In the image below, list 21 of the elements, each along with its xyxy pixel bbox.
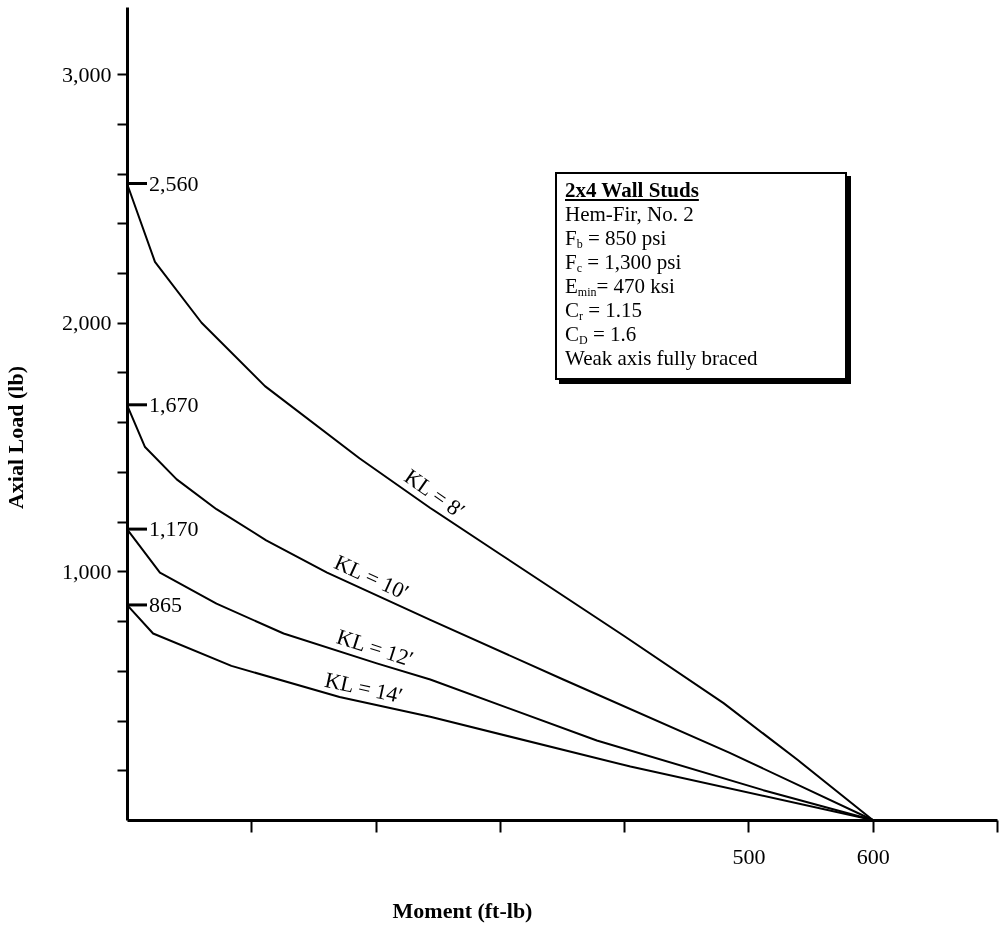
y-tick-label: 3,000 (62, 61, 112, 87)
annotation: Hem-Fir, No. 2 (565, 202, 695, 226)
annotation: C$_{D}$ = 1.6 (565, 322, 638, 347)
x-tick-label: 500 (732, 843, 766, 869)
x-tick-label: 600 (856, 843, 890, 869)
y-tick-label: 2,000 (62, 310, 112, 336)
y-tick-label: 1,000 (62, 558, 112, 584)
annotation: E$_{min}$= 470 ksi (565, 274, 676, 299)
y-axis-title: Axial Load (lb) (2, 365, 28, 510)
annotation: KL = 8′ (399, 463, 470, 524)
annotation: C$_{r}$ = 1.15 (565, 298, 644, 323)
annotation: 865 (149, 591, 182, 617)
annotation: Weak axis fully braced (565, 346, 759, 370)
x-axis-title: Moment (ft-lb) (392, 897, 533, 923)
annotation: 1,670 (149, 391, 199, 417)
annotation: 1,170 (149, 516, 199, 542)
annotation: KL = 10′ (330, 549, 413, 605)
annotation: F$_{c}$ = 1,300 psi (565, 250, 683, 275)
annotation: F$_{b}$ = 850 psi (565, 226, 668, 251)
annotation: 2x4 Wall Studs (565, 178, 700, 202)
annotation: 2,560 (149, 170, 199, 196)
